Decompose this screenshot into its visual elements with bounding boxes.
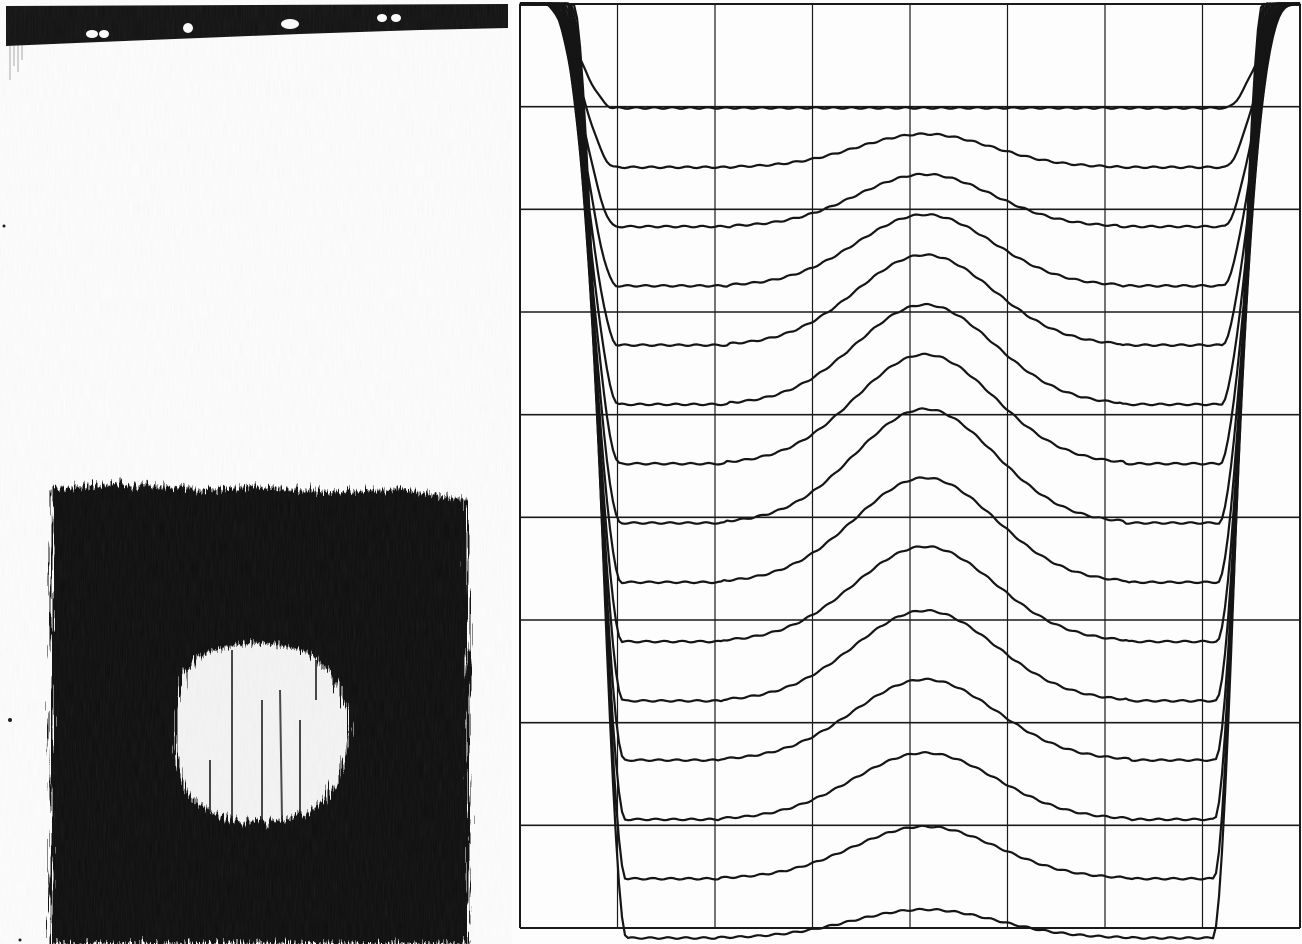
trace-line [519, 2, 1301, 407]
trace-line [519, 2, 1301, 229]
plot-grid [519, 3, 1301, 929]
speck [18, 938, 22, 942]
trace-line [519, 2, 1301, 644]
trace-plot [519, 2, 1301, 940]
trace-line [519, 2, 1301, 288]
trace-line [519, 2, 1301, 881]
speck [8, 718, 12, 722]
trace-line [519, 2, 1301, 170]
trace-line [519, 2, 1301, 110]
trace-line [519, 2, 1300, 525]
trace-line [519, 2, 1301, 940]
trace-line [519, 2, 1301, 762]
trace-line [519, 2, 1301, 585]
trace-line [519, 2, 1301, 822]
trace-line [519, 2, 1301, 466]
trace-plot-panel [515, 0, 1302, 944]
speck [2, 224, 6, 228]
trace-line [519, 2, 1300, 703]
film-grain [0, 0, 512, 944]
photograph-icon [0, 0, 512, 944]
plot-traces [519, 2, 1301, 940]
trace-line [519, 2, 1301, 347]
photograph-panel [0, 0, 512, 944]
